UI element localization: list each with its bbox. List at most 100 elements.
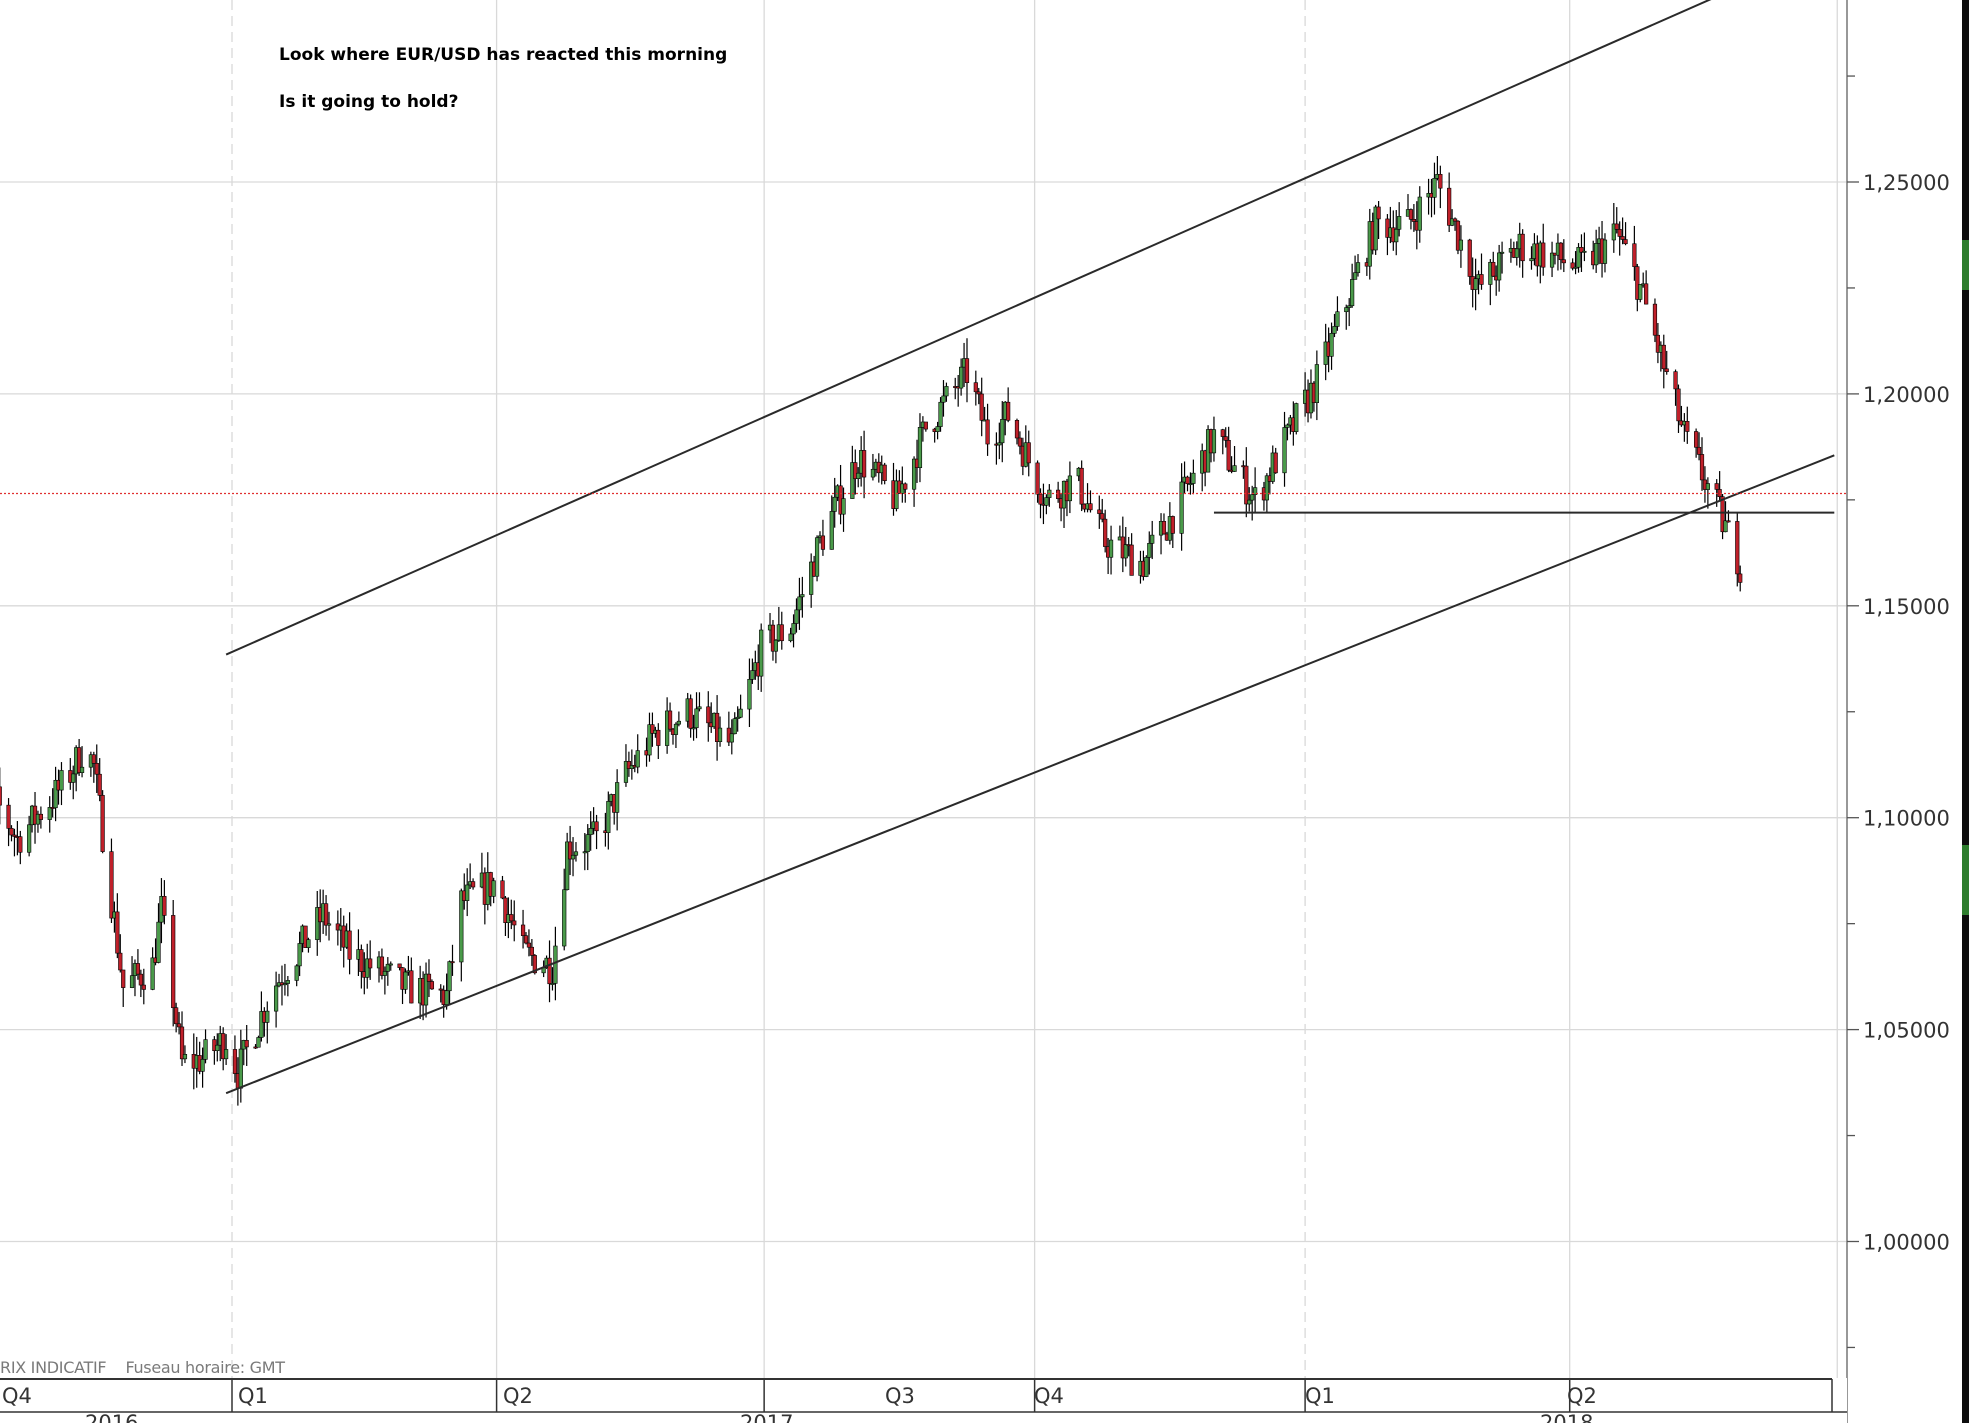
candle-body bbox=[1685, 421, 1690, 432]
candle-body bbox=[1014, 420, 1020, 439]
candle-body bbox=[27, 824, 32, 853]
candle-body bbox=[303, 925, 308, 948]
candle-body bbox=[691, 727, 696, 730]
candle-body bbox=[1397, 216, 1402, 230]
candle-body bbox=[1079, 467, 1084, 505]
candle-body bbox=[1558, 242, 1563, 261]
candle-body bbox=[1355, 262, 1361, 274]
candle-body bbox=[71, 773, 76, 783]
candle-body bbox=[747, 679, 752, 710]
candle-body bbox=[79, 766, 85, 773]
candle-body bbox=[9, 828, 14, 836]
candle-body bbox=[1549, 252, 1555, 268]
candle-body bbox=[100, 795, 105, 852]
candle-body bbox=[1738, 573, 1743, 583]
candle-body bbox=[450, 961, 455, 964]
candle-body bbox=[650, 724, 655, 734]
candle-body bbox=[1652, 303, 1658, 336]
candle-body bbox=[294, 965, 299, 981]
candle-body bbox=[1006, 401, 1011, 421]
candle-body bbox=[265, 1010, 270, 1023]
candle-body bbox=[156, 921, 161, 963]
candle-body bbox=[470, 881, 476, 888]
candle-body bbox=[1623, 239, 1628, 245]
candle-body bbox=[1211, 429, 1217, 454]
candle-body bbox=[97, 773, 102, 796]
candle-body bbox=[115, 911, 120, 954]
candle-body bbox=[1170, 516, 1175, 534]
candle-body bbox=[444, 990, 449, 1005]
candle-body bbox=[697, 706, 702, 710]
candle-body bbox=[238, 1048, 243, 1089]
candle-body bbox=[1479, 274, 1484, 285]
candle-body bbox=[182, 1054, 188, 1060]
candle-body bbox=[676, 720, 681, 725]
candle-body bbox=[1455, 220, 1461, 251]
candle-body bbox=[694, 708, 699, 729]
candle-body bbox=[397, 963, 402, 968]
candle-body bbox=[403, 971, 408, 990]
candle-body bbox=[882, 464, 887, 481]
candle-body bbox=[547, 957, 552, 985]
right-edge-marker bbox=[1962, 240, 1969, 290]
x-year-label: 2018 bbox=[1540, 1411, 1593, 1423]
candle-body bbox=[1191, 472, 1196, 484]
candle-body bbox=[1452, 218, 1458, 222]
candle-body bbox=[1376, 206, 1381, 220]
y-tick-label: 1,25000 bbox=[1863, 171, 1950, 195]
candle-body bbox=[1017, 437, 1023, 447]
candle-body bbox=[347, 930, 352, 960]
candle-body bbox=[1335, 311, 1340, 327]
candle-body bbox=[1408, 209, 1414, 220]
candle-body bbox=[59, 770, 64, 791]
candle-body bbox=[1329, 333, 1334, 357]
x-quarter-label: Q2 bbox=[1567, 1384, 1597, 1408]
candle-body bbox=[215, 1044, 220, 1052]
candle-body bbox=[385, 963, 390, 972]
candle-body bbox=[509, 914, 514, 922]
candle-body bbox=[773, 639, 778, 652]
candle-body bbox=[938, 401, 943, 427]
candle-body bbox=[903, 483, 908, 490]
candle-body bbox=[135, 963, 141, 975]
candle-body bbox=[171, 915, 176, 1009]
candle-body bbox=[526, 942, 532, 948]
candle-body bbox=[1726, 520, 1731, 523]
candle-body bbox=[315, 907, 320, 940]
x-quarter-label: Q4 bbox=[2, 1384, 32, 1408]
candle-body bbox=[1576, 247, 1581, 268]
candle-body bbox=[959, 366, 964, 389]
candle-body bbox=[1244, 465, 1249, 505]
candle-body bbox=[129, 975, 135, 988]
candle-body bbox=[523, 935, 529, 944]
candle-body bbox=[1582, 250, 1587, 253]
channel-lower-line bbox=[225, 454, 1835, 1095]
candle-body bbox=[562, 889, 567, 947]
candle-body bbox=[1150, 534, 1155, 544]
y-tick-label: 1,15000 bbox=[1863, 595, 1950, 619]
candle-body bbox=[997, 442, 1002, 446]
candle-body bbox=[1044, 497, 1049, 506]
candle-body bbox=[941, 395, 946, 403]
candle-body bbox=[738, 708, 743, 718]
candle-body bbox=[1499, 251, 1505, 254]
candle-body bbox=[1226, 440, 1231, 471]
candle-body bbox=[409, 970, 414, 1004]
candle-body bbox=[841, 498, 846, 515]
candle-body bbox=[447, 961, 452, 992]
x-quarter-label: Q2 bbox=[503, 1384, 533, 1408]
candle-body bbox=[1344, 307, 1349, 313]
candle-body bbox=[359, 949, 364, 972]
candle-body bbox=[1100, 513, 1105, 520]
candle-body bbox=[94, 762, 99, 775]
candle-body bbox=[1144, 557, 1149, 577]
candle-body bbox=[1699, 454, 1705, 481]
candle-body bbox=[1038, 493, 1043, 505]
candle-body bbox=[1655, 334, 1660, 353]
candle-body bbox=[1520, 233, 1525, 262]
price-axis bbox=[1847, 0, 1962, 1423]
candle-body bbox=[1026, 442, 1031, 464]
candle-body bbox=[1617, 229, 1622, 237]
candle-body bbox=[1735, 521, 1740, 575]
x-quarter-label: Q4 bbox=[1034, 1384, 1064, 1408]
